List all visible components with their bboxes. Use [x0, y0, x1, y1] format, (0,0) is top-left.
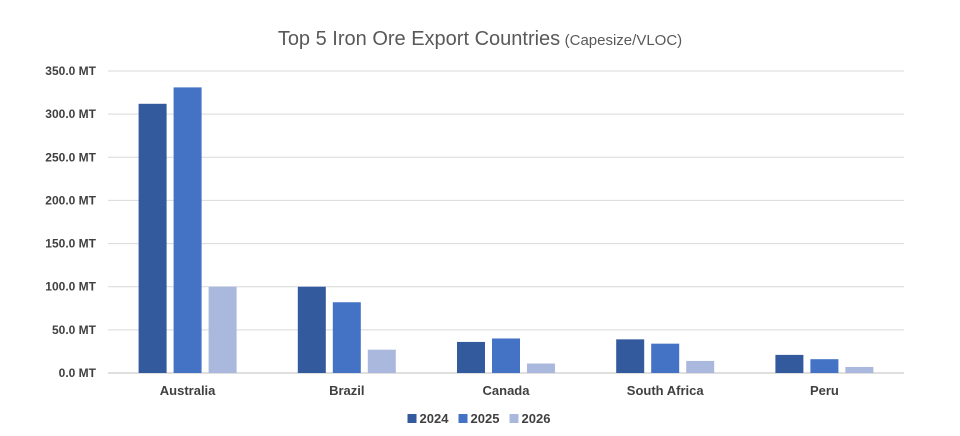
bar-brazil-2026 [367, 349, 396, 373]
bar-canada-2026 [527, 363, 555, 373]
bar-peru-2024 [775, 354, 804, 373]
y-tick-label: 150.0 MT [45, 237, 96, 251]
bar-peru-2026 [845, 366, 874, 373]
chart-subtitle: (Capesize/VLOC) [564, 32, 683, 49]
y-tick-label: 50.0 MT [52, 323, 97, 337]
legend-label-2024: 2024 [420, 411, 450, 426]
gridlines [108, 70, 904, 374]
x-category-label: South Africa [627, 383, 705, 398]
bar-peru-2025 [810, 359, 839, 373]
x-category-label: Peru [810, 383, 839, 398]
bar-canada-2024 [457, 341, 485, 373]
bar-australia-2026 [208, 286, 237, 373]
x-axis-labels: Australia Brazil Canada South Africa Peru [160, 383, 839, 398]
y-axis-ticks: 0.0 MT 50.0 MT 100.0 MT 150.0 MT 200.0 MT 250… [45, 64, 96, 380]
bar-south-africa-2026 [686, 360, 715, 373]
chart-title: Top 5 Iron Ore Export Countries (Capesiz… [0, 28, 960, 51]
x-category-label: Australia [160, 383, 216, 398]
y-tick-label: 300.0 MT [45, 107, 96, 121]
bar-australia-2024 [138, 103, 167, 373]
legend-label-2025: 2025 [471, 411, 500, 426]
bar-australia-2025 [173, 87, 202, 373]
y-tick-label: 350.0 MT [45, 64, 96, 78]
bar-canada-2025 [492, 338, 520, 373]
chart-title-main: Top 5 Iron Ore Export Countries [277, 28, 561, 50]
bar-south-africa-2025 [651, 343, 680, 373]
x-category-label: Brazil [329, 383, 364, 398]
legend: 2024 2025 2026 [407, 411, 551, 426]
legend-swatch-2026 [509, 414, 519, 423]
y-tick-label: 250.0 MT [45, 150, 96, 164]
bars [138, 87, 874, 373]
x-category-label: Canada [483, 383, 531, 398]
bar-brazil-2025 [332, 302, 361, 373]
bar-brazil-2024 [297, 286, 326, 373]
y-tick-label: 200.0 MT [45, 193, 96, 207]
legend-label-2026: 2026 [522, 411, 551, 426]
y-tick-label: 100.0 MT [45, 280, 96, 294]
legend-swatch-2025 [458, 414, 468, 423]
y-tick-label: 0.0 MT [59, 366, 97, 380]
legend-swatch-2024 [407, 414, 417, 423]
bar-south-africa-2024 [616, 339, 645, 373]
